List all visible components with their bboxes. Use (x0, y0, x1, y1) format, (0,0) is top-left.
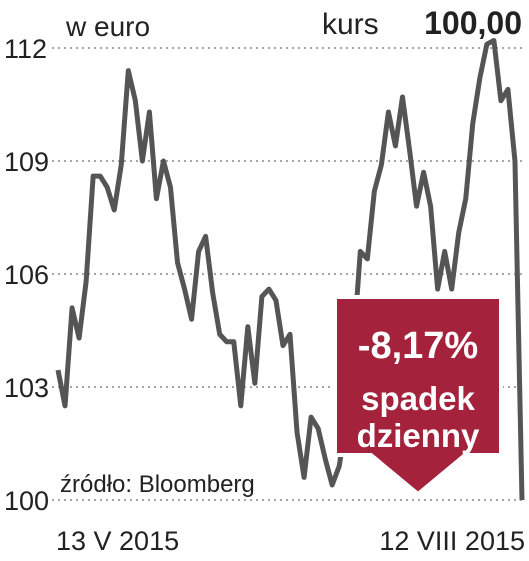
plot: 100 103 106 109 112 13 V 2015 12 VIII 2015 (4, 34, 525, 556)
change-arrow: -8,17% spadek dzienny (333, 295, 503, 497)
arrow-shape (333, 295, 503, 497)
y-tick-label: 112 (4, 34, 47, 64)
change-text: dzienny (357, 417, 480, 454)
change-value: -8,17% (358, 325, 478, 367)
source: źródło: Bloomberg (60, 471, 255, 498)
x-tick-label: 13 V 2015 (56, 526, 179, 556)
price-line (55, 37, 525, 501)
y-tick-label: 100 (4, 486, 49, 516)
y-tick-label: 109 (4, 147, 49, 177)
subtitle: w euro (65, 11, 150, 42)
price: 100,00 (424, 5, 522, 41)
change-text: spadek (361, 380, 475, 417)
x-tick-label: 12 VIII 2015 (379, 526, 525, 556)
y-tick-label: 106 (4, 260, 49, 290)
price-caption: kurs (322, 8, 379, 41)
y-tick-label: 103 (4, 373, 49, 403)
